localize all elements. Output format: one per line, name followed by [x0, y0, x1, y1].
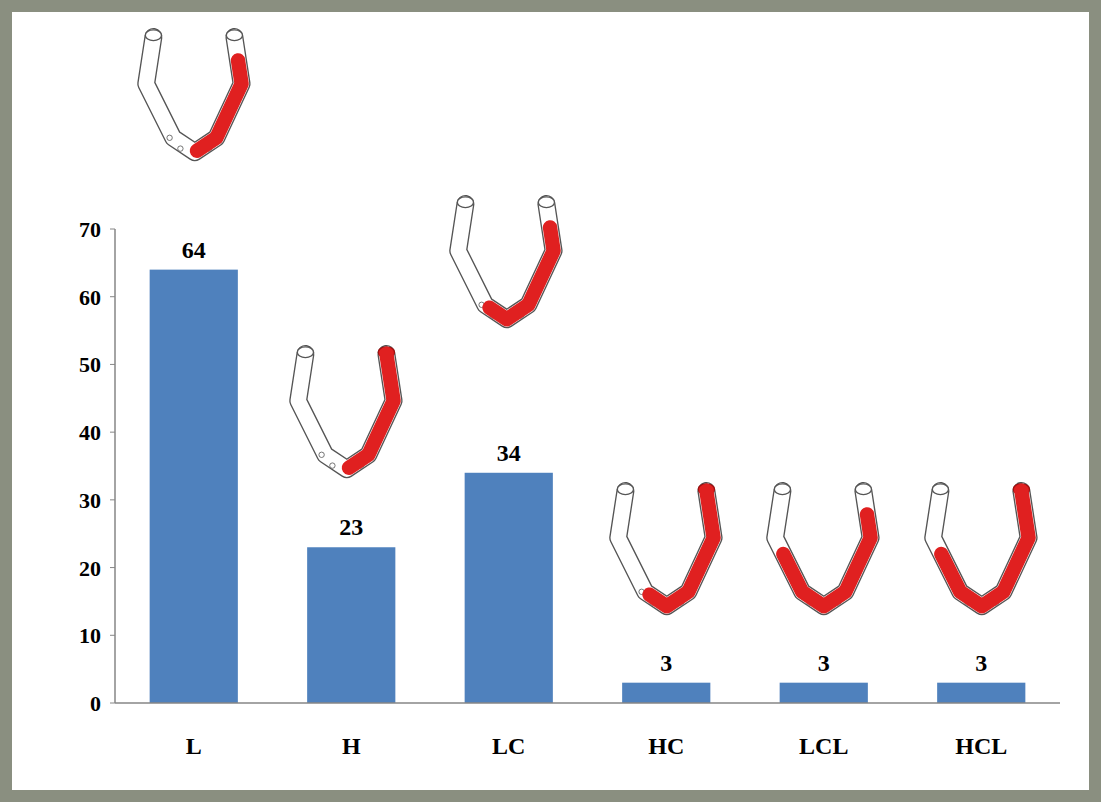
data-label: 23	[339, 514, 363, 540]
tooth	[330, 463, 335, 468]
mandible-outline	[146, 37, 241, 152]
y-tick-label: 70	[79, 217, 101, 242]
fracture-region	[941, 491, 1028, 606]
y-tick-label: 0	[90, 691, 101, 716]
category-label: HC	[648, 733, 684, 759]
bar	[622, 683, 710, 703]
mandible-icon	[145, 30, 242, 155]
data-label: 3	[818, 650, 830, 676]
condyle	[457, 197, 473, 208]
mandible-icon	[774, 484, 871, 609]
condyle	[774, 484, 790, 495]
condyle	[145, 30, 161, 41]
mandible-body	[933, 491, 1028, 606]
category-label: LCL	[799, 733, 848, 759]
bar	[780, 683, 868, 703]
condyle	[617, 484, 633, 495]
mandible-body	[775, 491, 870, 606]
y-tick-label: 50	[79, 352, 101, 377]
y-tick-label: 60	[79, 285, 101, 310]
category-label: L	[186, 733, 202, 759]
category-label: H	[342, 733, 361, 759]
y-tick-label: 40	[79, 420, 101, 445]
mandible-body	[298, 354, 393, 469]
category-label: HCL	[955, 733, 1007, 759]
y-tick-label: 30	[79, 488, 101, 513]
tooth	[167, 135, 172, 140]
fracture-region	[650, 491, 714, 606]
mandible-outline	[298, 354, 393, 469]
fracture-region	[490, 227, 554, 319]
mandible-outline	[458, 204, 553, 319]
tooth	[178, 146, 183, 151]
fracture-region	[197, 60, 242, 150]
fracture-region	[783, 514, 870, 606]
bar	[937, 683, 1025, 703]
condyle	[932, 484, 948, 495]
mandible-outline	[933, 491, 1028, 606]
data-label: 3	[975, 650, 987, 676]
y-axis	[114, 229, 116, 703]
fracture-region	[349, 354, 394, 468]
bars	[150, 270, 1026, 703]
bar	[307, 547, 395, 703]
condyle	[226, 30, 242, 41]
condyle	[855, 484, 871, 495]
mandible-icon	[457, 197, 554, 322]
mandible-outline	[775, 491, 870, 606]
data-label: 34	[497, 440, 521, 466]
category-label: LC	[492, 733, 525, 759]
y-tick-label: 20	[79, 556, 101, 581]
mandible-body	[618, 491, 713, 606]
condyle	[538, 197, 554, 208]
mandible-outline	[618, 491, 713, 606]
x-axis	[115, 702, 1060, 704]
chart: 0 10 20 30 40 50 60 70 64 L 23 H 34 LC 3 HC 3 LCL 3 HCL	[0, 0, 1101, 802]
mandible-icon	[932, 484, 1029, 609]
data-label: 64	[182, 237, 206, 263]
panel	[12, 12, 1089, 790]
bar	[150, 270, 238, 703]
background	[0, 0, 1101, 802]
mandible-icon	[297, 347, 394, 472]
mandible-body	[146, 37, 241, 152]
y-tick-label: 10	[79, 623, 101, 648]
bar	[465, 473, 553, 703]
condyle	[297, 347, 313, 358]
data-label: 3	[660, 650, 672, 676]
tooth	[319, 452, 324, 457]
mandible-body	[458, 204, 553, 319]
mandible-icon	[617, 484, 714, 609]
